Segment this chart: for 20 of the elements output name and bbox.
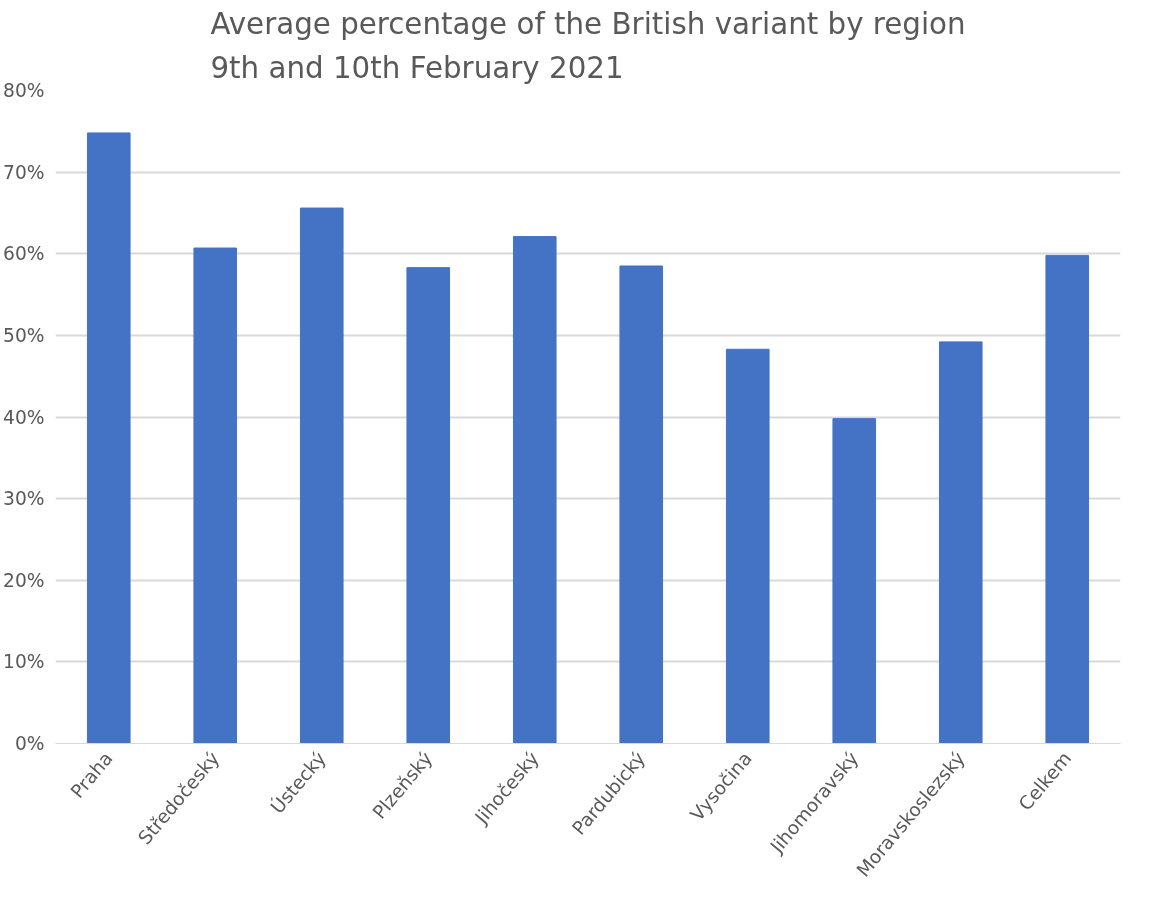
bar [1045, 254, 1090, 744]
y-tick-label: 30% [3, 488, 45, 510]
bar [832, 418, 877, 744]
y-tick-label: 40% [3, 406, 45, 428]
y-tick-label: 50% [3, 324, 45, 346]
y-tick-label: 80% [3, 80, 45, 101]
y-tick-label: 60% [3, 243, 45, 265]
bar [299, 207, 344, 744]
bar [86, 132, 131, 744]
chart-title: Average percentage of the British variant by region 9th and 10th February 2021 [210, 7, 966, 86]
bar [193, 247, 238, 744]
bar [725, 348, 770, 744]
bar [512, 236, 557, 744]
y-tick-label: 20% [3, 569, 45, 591]
y-tick-label: 0% [14, 733, 45, 754]
bar [938, 341, 983, 744]
y-tick-label: 10% [3, 651, 45, 673]
bar [619, 265, 664, 744]
y-tick-label: 70% [3, 161, 45, 183]
bar [406, 267, 451, 744]
